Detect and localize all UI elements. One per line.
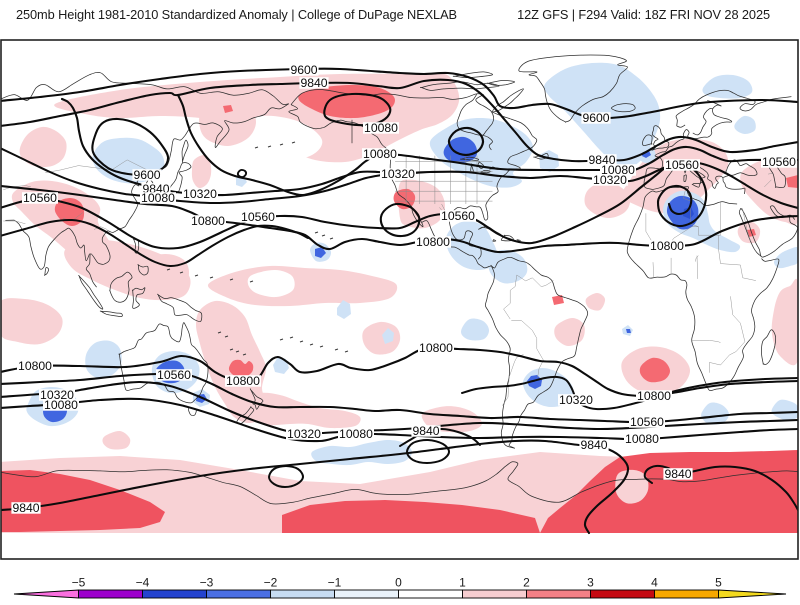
svg-text:10320: 10320 (287, 427, 321, 441)
svg-text:10080: 10080 (625, 432, 659, 446)
svg-text:9840: 9840 (588, 153, 615, 167)
svg-text:9840: 9840 (664, 467, 691, 481)
svg-text:10800: 10800 (650, 239, 684, 253)
svg-text:10800: 10800 (18, 359, 52, 373)
svg-text:9840: 9840 (12, 501, 39, 515)
svg-text:10560: 10560 (665, 158, 699, 172)
svg-text:250mb Height 1981-2010 Standar: 250mb Height 1981-2010 Standardized Anom… (16, 7, 457, 22)
svg-text:9840: 9840 (300, 76, 327, 90)
svg-text:10320: 10320 (593, 173, 627, 187)
svg-text:2: 2 (523, 576, 530, 590)
svg-text:10800: 10800 (416, 235, 450, 249)
svg-text:9840: 9840 (580, 438, 607, 452)
svg-text:10560: 10560 (630, 415, 664, 429)
svg-text:10800: 10800 (191, 214, 225, 228)
svg-text:9600: 9600 (582, 111, 609, 125)
svg-text:−4: −4 (136, 576, 150, 590)
svg-text:10560: 10560 (762, 155, 796, 169)
svg-text:10080: 10080 (363, 147, 397, 161)
svg-text:10800: 10800 (226, 374, 260, 388)
svg-text:0: 0 (395, 576, 402, 590)
svg-text:3: 3 (587, 576, 594, 590)
svg-text:5: 5 (715, 576, 722, 590)
svg-text:1: 1 (459, 576, 466, 590)
svg-text:10800: 10800 (419, 341, 453, 355)
svg-text:−3: −3 (200, 576, 214, 590)
svg-text:10320: 10320 (40, 388, 74, 402)
svg-text:10320: 10320 (381, 167, 415, 181)
svg-text:10800: 10800 (637, 389, 671, 403)
svg-text:10560: 10560 (157, 368, 191, 382)
svg-text:−2: −2 (264, 576, 278, 590)
svg-text:9600: 9600 (290, 63, 317, 77)
svg-text:10320: 10320 (183, 187, 217, 201)
svg-text:10320: 10320 (559, 393, 593, 407)
svg-text:10080: 10080 (601, 163, 635, 177)
svg-text:10080: 10080 (364, 121, 398, 135)
svg-text:−1: −1 (328, 576, 342, 590)
svg-text:9600: 9600 (133, 168, 160, 182)
svg-text:10080: 10080 (44, 398, 78, 412)
svg-text:4: 4 (651, 576, 658, 590)
svg-text:10560: 10560 (23, 191, 57, 205)
svg-text:10560: 10560 (441, 209, 475, 223)
svg-text:10080: 10080 (339, 427, 373, 441)
svg-text:10560: 10560 (241, 210, 275, 224)
svg-text:10080: 10080 (141, 191, 175, 205)
svg-text:9840: 9840 (412, 424, 439, 438)
svg-text:12Z GFS | F294 Valid: 18Z FRI: 12Z GFS | F294 Valid: 18Z FRI NOV 28 202… (517, 7, 770, 22)
svg-text:−5: −5 (72, 576, 86, 590)
